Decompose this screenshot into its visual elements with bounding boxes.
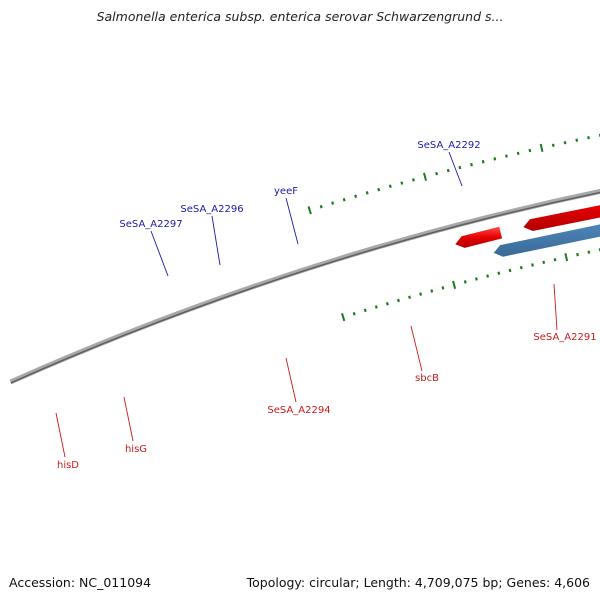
tick-mark (463, 280, 467, 284)
gene-arrow-edge-red (455, 226, 503, 248)
tick-mark (419, 292, 423, 296)
tick-mark (505, 154, 508, 158)
tick-mark (411, 178, 415, 182)
gene-leader-line (448, 151, 463, 187)
tick-mark (564, 253, 569, 262)
gene-leader-line (285, 197, 299, 245)
tick-mark (458, 165, 462, 170)
gene-label: sbcB (415, 373, 439, 384)
tick-mark (493, 157, 497, 161)
tick-mark (563, 140, 567, 145)
tick-mark (575, 138, 579, 142)
tick-mark (385, 301, 389, 306)
tick-mark (528, 148, 532, 153)
tick-mark (497, 271, 501, 275)
gene-label: SeSA_A2297 (119, 219, 182, 230)
tick-mark (446, 168, 450, 173)
genome-backbone (9, 188, 600, 385)
gene-label: hisD (57, 460, 79, 471)
gene-label: SeSA_A2291 (533, 332, 596, 343)
tick-mark (531, 263, 534, 267)
tick-mark (374, 305, 378, 309)
tick-mark (481, 160, 485, 164)
gene-labels: SeSA_A2292 yeeF SeSA_A2296 SeSA_A2297 SeSA_A… (55, 140, 597, 471)
tick-mark (430, 289, 434, 293)
tick-mark (542, 260, 546, 265)
tick-mark (474, 277, 478, 281)
tick-mark (331, 201, 335, 205)
tick-mark (441, 286, 445, 290)
gene-leader-line (553, 283, 558, 331)
tick-mark (388, 184, 392, 189)
tick-mark (408, 295, 412, 299)
tick-mark (587, 135, 590, 140)
tick-mark (352, 311, 356, 316)
tick-mark (553, 258, 557, 262)
tick-mark (377, 187, 381, 192)
gene-leader-line (285, 357, 297, 403)
tick-mark (551, 143, 555, 147)
scale-ticks (307, 133, 600, 322)
gene-arrow-hisd-red (523, 205, 600, 231)
tick-mark (576, 252, 579, 257)
gene-label: hisG (125, 444, 147, 455)
accession-text: Accession: NC_011094 (9, 575, 152, 590)
tick-mark (470, 162, 473, 167)
gene-arrow-hisd (493, 224, 600, 257)
tick-mark (319, 204, 323, 209)
map-title: Salmonella enterica subsp. enterica sero… (96, 9, 504, 24)
tick-mark (508, 268, 512, 273)
tick-mark (435, 171, 439, 176)
gene-arrows (455, 205, 600, 257)
gene-leader-line (150, 230, 169, 277)
gene-label: SeSA_A2296 (180, 204, 243, 215)
tick-mark (307, 206, 312, 215)
tick-mark (354, 194, 358, 199)
tick-mark (539, 143, 544, 153)
tick-mark (587, 250, 591, 254)
tick-mark (396, 298, 400, 303)
gene-leader-line (55, 412, 66, 458)
tick-mark (400, 181, 404, 185)
tick-mark (363, 308, 367, 313)
tick-mark (423, 172, 428, 181)
gene-label: yeeF (274, 186, 298, 197)
tick-mark (365, 191, 369, 195)
tick-mark (486, 274, 490, 278)
tick-mark (516, 151, 520, 155)
topology-text: Topology: circular; Length: 4,709,075 bp… (246, 575, 590, 590)
tick-mark (452, 280, 457, 290)
gene-leader-line (410, 325, 423, 372)
tick-mark (342, 197, 346, 202)
gene-leader-line (123, 396, 134, 442)
gene-leader-line (211, 215, 221, 266)
tick-mark (519, 265, 523, 270)
gene-label: SeSA_A2294 (267, 405, 330, 416)
gene-label: SeSA_A2292 (417, 140, 480, 151)
tick-mark (341, 313, 346, 322)
